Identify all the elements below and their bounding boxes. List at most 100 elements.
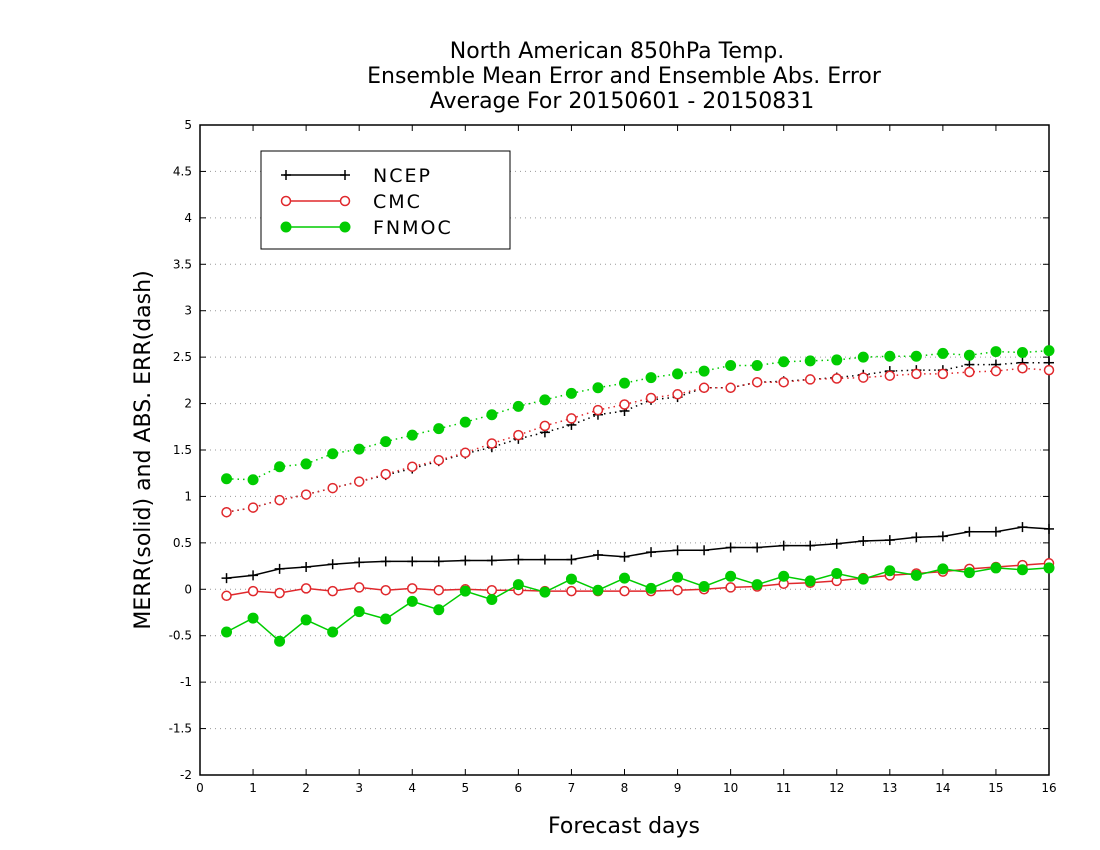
- ncep-merr-point: [566, 554, 577, 565]
- fnmoc-abs-err-point: [486, 409, 498, 421]
- fnmoc-abs-err-point: [406, 429, 418, 441]
- cmc-abs-err-point: [1017, 363, 1028, 374]
- fnmoc-abs-err-point: [327, 448, 339, 460]
- fnmoc-merr-point: [672, 571, 684, 583]
- fnmoc-abs-err-point: [1016, 347, 1028, 358]
- y-tick-label: 0: [184, 582, 192, 596]
- cmc-series: [221, 363, 1055, 602]
- cmc-merr-point: [672, 584, 683, 596]
- fnmoc-merr-point: [512, 579, 524, 591]
- y-tick-label: 5: [184, 118, 192, 132]
- fnmoc-abs-err-point: [990, 346, 1002, 358]
- cmc-merr-point: [300, 583, 312, 594]
- x-tick-label: 1: [249, 781, 257, 795]
- y-tick-label: 1.5: [173, 443, 192, 457]
- cmc-abs-err-point: [964, 366, 975, 378]
- cmc-abs-err-point: [645, 392, 657, 404]
- y-tick-label: 3: [184, 304, 192, 318]
- cmc-merr-point: [566, 585, 577, 597]
- ncep-merr-point: [1044, 523, 1054, 534]
- ncep-merr-point: [672, 545, 683, 556]
- fnmoc-abs-err-point: [539, 394, 551, 406]
- fnmoc-merr-point: [725, 570, 737, 582]
- fnmoc-merr-point: [751, 579, 763, 591]
- x-tick-label: 4: [408, 781, 416, 795]
- x-tick-label: 12: [829, 781, 844, 795]
- cmc-merr-point: [353, 582, 365, 593]
- cmc-abs-err-point: [327, 482, 338, 494]
- legend-marker-cmc: [339, 195, 351, 207]
- fnmoc-merr-point: [857, 573, 869, 585]
- fnmoc-abs-err-point: [725, 360, 737, 371]
- fnmoc-merr-point: [645, 582, 657, 594]
- fnmoc-abs-err-point: [1043, 345, 1055, 357]
- legend: NCEP CMC FNMOC: [260, 150, 511, 250]
- fnmoc-merr-point: [910, 569, 922, 581]
- fnmoc-merr-point: [327, 626, 339, 638]
- fnmoc-abs-err-point: [804, 355, 816, 367]
- cmc-abs-err-point: [353, 476, 365, 487]
- ncep-merr-point: [884, 535, 895, 546]
- cmc-abs-err-point: [858, 372, 869, 383]
- fnmoc-abs-err-line: [226, 349, 1050, 481]
- ncep-merr-point: [699, 545, 710, 556]
- cmc-merr-point: [433, 584, 445, 596]
- cmc-abs-err-point: [433, 454, 445, 466]
- grid-lines: [200, 170, 1049, 730]
- cmc-abs-err-point: [672, 389, 683, 400]
- legend-box: [260, 150, 511, 250]
- fnmoc-abs-err-point: [565, 387, 577, 399]
- ncep-merr-point: [964, 526, 975, 537]
- axes: -2-1.5-1-0.500.511.522.533.544.550 1 2 3 4 5 6…: [169, 118, 1057, 795]
- y-tick-label: -2: [180, 768, 192, 782]
- y-axis-label: MERR(solid) and ABS. ERR(dash): [131, 270, 156, 629]
- ncep-merr-point: [858, 536, 869, 546]
- chart-title: North American 850hPa Temp. Ensemble Mea…: [367, 39, 882, 114]
- fnmoc-merr-point: [778, 570, 790, 582]
- ncep-merr-point: [990, 526, 1001, 537]
- ncep-merr-point: [354, 557, 365, 568]
- fnmoc-merr-point: [459, 585, 471, 597]
- ncep-merr-point: [725, 542, 736, 553]
- cmc-merr-point: [327, 585, 338, 597]
- fnmoc-abs-err-point: [274, 461, 286, 473]
- x-tick-label: 3: [355, 781, 363, 795]
- fnmoc-abs-err-point: [831, 354, 843, 366]
- fnmoc-series: [221, 345, 1055, 647]
- chart-title-line-2: Ensemble Mean Error and Ensemble Abs. Er…: [367, 64, 882, 89]
- ncep-merr-point: [592, 549, 603, 560]
- x-tick-label: 0: [196, 781, 204, 795]
- x-tick-label: 10: [723, 781, 738, 795]
- legend-label-ncep: NCEP: [373, 165, 432, 187]
- fnmoc-abs-err-point: [459, 416, 471, 428]
- fnmoc-merr-point: [963, 567, 975, 579]
- y-tick-label: 0.5: [173, 536, 192, 550]
- y-tick-label: 1: [184, 489, 192, 503]
- ncep-merr-point: [248, 570, 259, 581]
- ncep-merr-point: [646, 547, 657, 558]
- y-tick-label: -0.5: [169, 629, 192, 643]
- fnmoc-merr-point: [990, 562, 1002, 574]
- ncep-merr-point: [752, 542, 763, 553]
- ncep-merr-point: [911, 532, 922, 543]
- x-axis-label: Forecast days: [548, 814, 700, 839]
- fnmoc-abs-err-point: [963, 349, 975, 361]
- legend-marker-fnmoc: [339, 221, 351, 233]
- cmc-abs-err-point: [619, 399, 630, 410]
- cmc-merr-point: [407, 583, 418, 594]
- fnmoc-abs-err-point: [300, 458, 312, 470]
- ncep-merr-point: [486, 555, 497, 566]
- cmc-merr-line: [226, 562, 1050, 597]
- cmc-abs-err-point: [460, 447, 471, 459]
- fnmoc-abs-err-point: [512, 400, 524, 412]
- fnmoc-abs-err-point: [433, 423, 445, 435]
- cmc-merr-point: [274, 587, 285, 599]
- fnmoc-merr-point: [1016, 564, 1028, 576]
- x-tick-label: 11: [776, 781, 791, 795]
- cmc-abs-err-point: [990, 365, 1002, 377]
- fnmoc-abs-err-point: [380, 436, 392, 448]
- x-tick-label: 15: [988, 781, 1003, 795]
- cmc-abs-err-point: [725, 382, 736, 394]
- fnmoc-merr-point: [937, 563, 949, 575]
